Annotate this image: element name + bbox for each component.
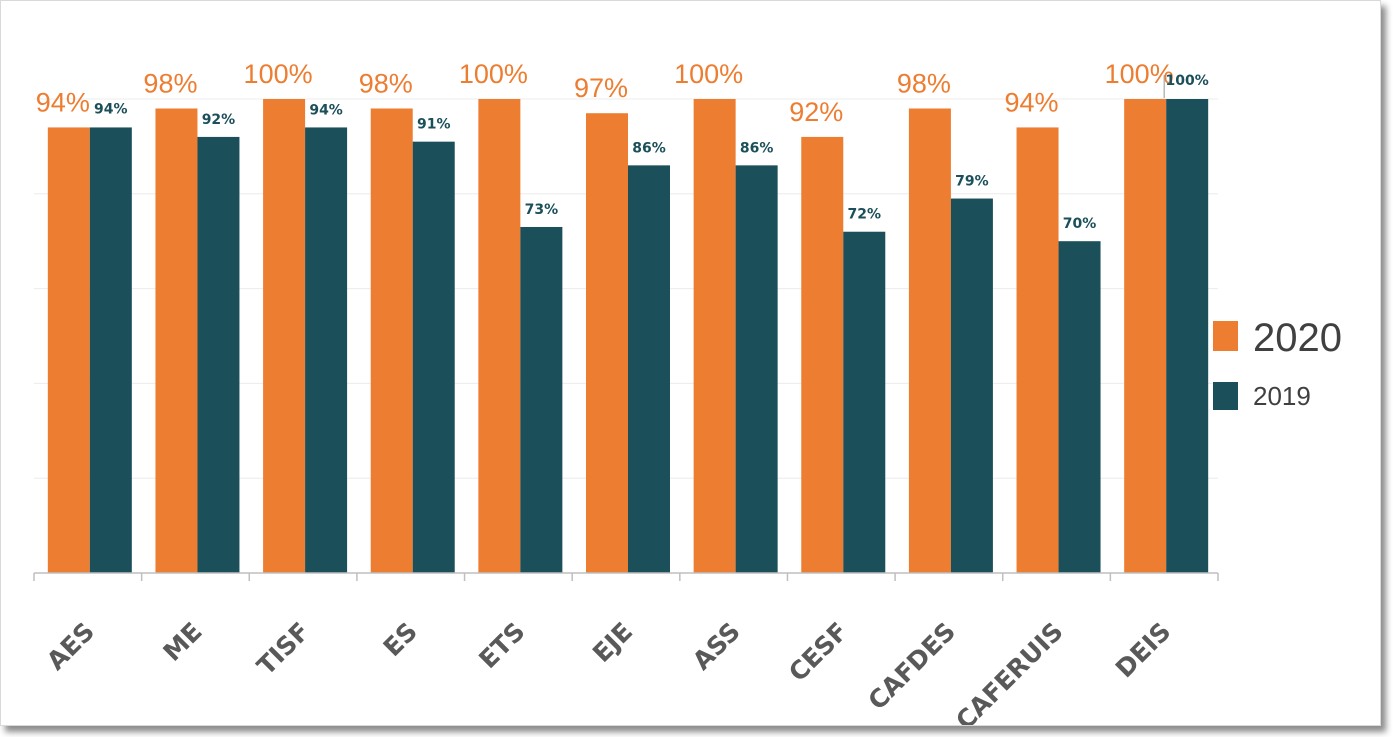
data-label-2019-eje: 86% — [632, 140, 666, 156]
bar-2019-es — [412, 141, 455, 573]
x-tick-label-aes: AES — [41, 617, 100, 676]
chart-frame: AES ME TISF ES ETS EJE ASS CESF CAFDES CAFERUIS DE… — [0, 0, 1381, 726]
x-tick-label-caferuis: CAFERUIS — [950, 617, 1069, 725]
x-tick-label-ets: ETS — [473, 617, 530, 674]
data-labels: 94% 94%98%92%100%94%98%91%100%73%97%86%10… — [36, 59, 1209, 232]
data-label-2020-caferuis: 94% — [1005, 87, 1059, 117]
bar-2020-ets — [478, 99, 521, 573]
x-tick-label-cafdes: CAFDES — [862, 617, 961, 716]
x-tick-label-ass: ASS — [687, 617, 746, 676]
bar-2020-aes — [47, 127, 90, 573]
bar-2019-aes — [89, 127, 132, 573]
data-label-2019-deis: 100% — [1166, 73, 1209, 89]
x-tick-label-eje: EJE — [587, 617, 638, 668]
data-label-2020-me: 98% — [143, 68, 197, 98]
data-label-2019-es: 91% — [417, 117, 451, 133]
bar-2020-eje — [586, 113, 628, 573]
x-tick-label-tisf: TISF — [251, 617, 315, 681]
data-label-2020-ets: 100% — [459, 59, 528, 89]
bar-2019-me — [197, 136, 240, 574]
data-label-2020-tisf: 100% — [244, 59, 313, 89]
data-label-2019-aes: 94% — [94, 101, 128, 117]
data-label-2020-cesf: 92% — [789, 97, 843, 127]
bars — [47, 99, 1209, 574]
bar-2019-tisf — [305, 127, 348, 573]
legend: 2020 2019 — [1213, 316, 1342, 411]
x-tick-label-deis: DEIS — [1110, 617, 1177, 684]
data-label-2019-ass: 86% — [740, 140, 774, 156]
x-tick-label-me: ME — [158, 617, 208, 667]
data-label-2020-cafdes: 98% — [897, 68, 951, 98]
data-label-2019-me: 92% — [202, 112, 236, 128]
data-label-2020-eje: 97% — [574, 73, 628, 103]
legend-swatch-2019 — [1213, 382, 1238, 410]
data-label-2019-caferuis: 70% — [1063, 216, 1097, 232]
bar-2020-caferuis — [1016, 127, 1059, 573]
bar-2019-caferuis — [1058, 241, 1101, 573]
data-label-2019-cesf: 72% — [848, 207, 882, 223]
bar-2019-cesf — [843, 231, 886, 573]
data-label-2019-ets: 73% — [525, 202, 559, 218]
bar-2019-deis — [1166, 99, 1209, 573]
bar-2020-deis — [1124, 99, 1167, 573]
legend-label-2019: 2019 — [1253, 381, 1311, 411]
data-label-2020-ass: 100% — [674, 59, 743, 89]
x-tick-label-es: ES — [378, 617, 423, 662]
data-label-2019-cafdes: 79% — [955, 174, 989, 190]
legend-label-2020: 2020 — [1253, 316, 1342, 360]
bar-2020-es — [370, 108, 413, 573]
data-label-2019-tisf: 94% — [309, 102, 343, 118]
bar-2019-ets — [520, 226, 563, 574]
data-label-2020-es: 98% — [359, 68, 413, 98]
bar-2020-tisf — [263, 99, 306, 573]
bar-2020-cesf — [801, 136, 844, 574]
x-tick-label-cesf: CESF — [783, 617, 853, 687]
bar-2020-ass — [693, 99, 736, 573]
legend-swatch-2020 — [1213, 321, 1238, 351]
bar-2019-ass — [735, 165, 778, 574]
data-label-2020-aes: 94% — [36, 87, 90, 117]
data-label-2020-deis: 100% — [1105, 59, 1174, 89]
bar-2019-cafdes — [950, 198, 993, 574]
bar-2020-me — [155, 108, 198, 573]
bar-2019-eje — [628, 165, 670, 574]
bar-2020-cafdes — [908, 108, 951, 573]
